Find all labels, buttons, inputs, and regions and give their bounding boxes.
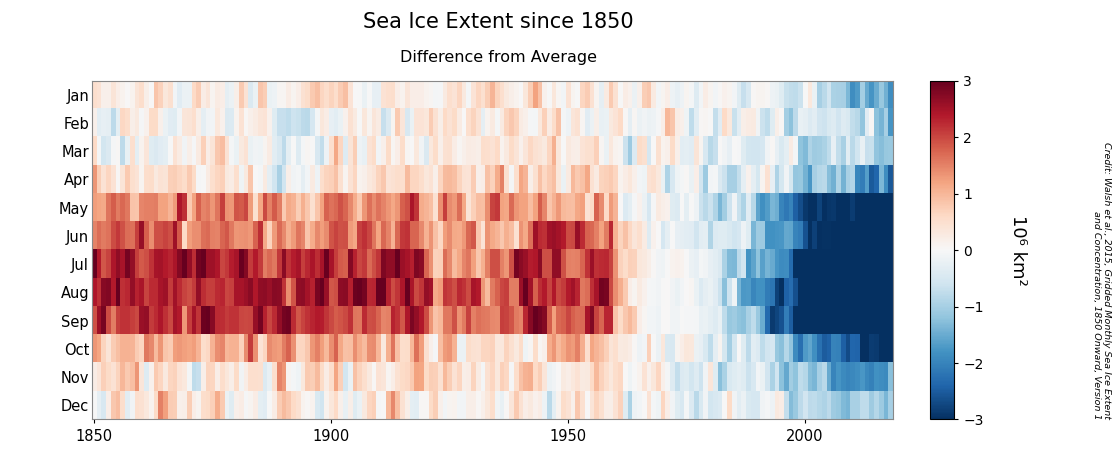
Text: Difference from Average: Difference from Average (400, 50, 597, 65)
Y-axis label: 10⁶ km²: 10⁶ km² (1009, 215, 1027, 285)
Text: Credit: Walsh et al., 2015, Gridded Monthly Sea Ice Extent
and Concentration, 18: Credit: Walsh et al., 2015, Gridded Mont… (1092, 143, 1111, 419)
Text: Sea Ice Extent since 1850: Sea Ice Extent since 1850 (363, 12, 634, 32)
